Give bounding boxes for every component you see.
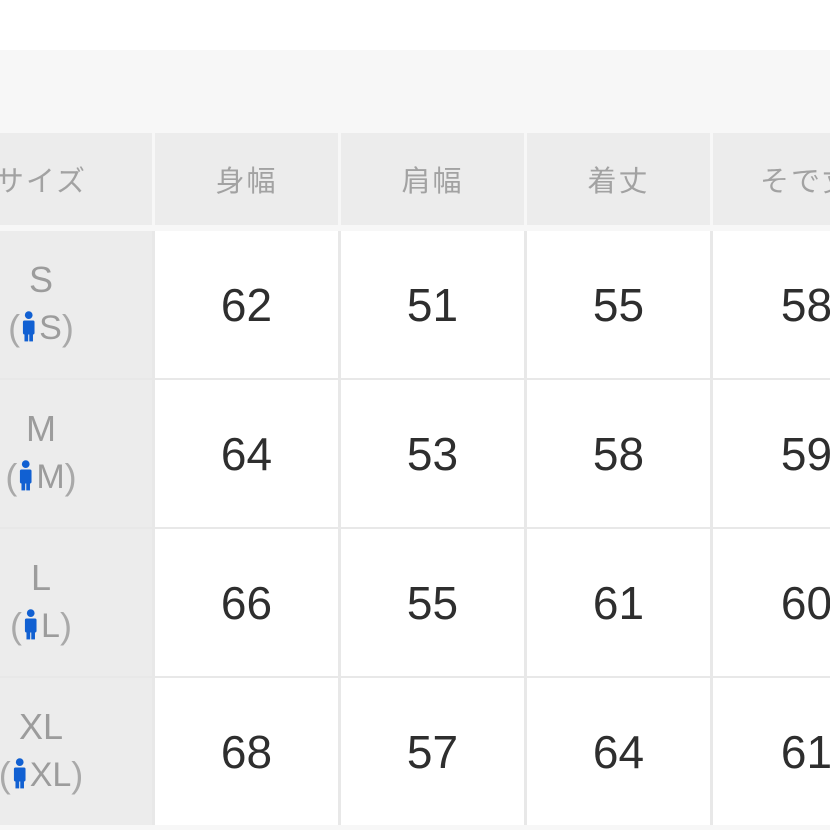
paren-open: ( [10, 604, 23, 646]
size-chart-sheet: サイズ 身幅 肩幅 着丈 そで丈 S ( [0, 50, 830, 830]
top-spacer [0, 0, 830, 50]
paren-open: ( [5, 455, 18, 497]
measurement-cell: 59 [713, 380, 830, 527]
size-sub-label: ( S ) [8, 306, 74, 350]
paren-close: ) [59, 604, 72, 646]
paren-close: ) [64, 455, 77, 497]
measurement-cell: 66 [155, 529, 338, 676]
person-icon [18, 460, 35, 493]
size-chart-scroll-area[interactable]: サイズ 身幅 肩幅 着丈 そで丈 S ( [0, 133, 830, 830]
size-chart-body: S ( S [0, 231, 830, 825]
measurement-cell: 57 [341, 678, 524, 825]
icon-size-label: XL [29, 755, 72, 794]
size-label: XL [18, 705, 64, 747]
size-label-cell-l: L ( L [0, 529, 152, 676]
size-chart-header-row: サイズ 身幅 肩幅 着丈 そで丈 [0, 133, 830, 225]
size-chart-table: サイズ 身幅 肩幅 着丈 そで丈 S ( [0, 133, 830, 825]
column-header-body-width: 身幅 [155, 133, 338, 225]
column-header-length: 着丈 [527, 133, 710, 225]
measurement-cell: 58 [527, 380, 710, 527]
size-label: S [28, 258, 53, 300]
column-header-size: サイズ [0, 133, 152, 225]
paren-open: ( [8, 306, 21, 348]
size-label: M [26, 407, 56, 449]
icon-size-label: M [36, 457, 65, 496]
measurement-cell: 61 [527, 529, 710, 676]
measurement-cell: 51 [341, 231, 524, 378]
size-label-cell-m: M ( M [0, 380, 152, 527]
icon-size-label: S [39, 308, 62, 347]
measurement-cell: 68 [155, 678, 338, 825]
measurement-cell: 64 [155, 380, 338, 527]
measurement-cell: 55 [527, 231, 710, 378]
icon-size-label: L [41, 606, 60, 645]
measurement-cell: 58 [713, 231, 830, 378]
column-header-sleeve-length: そで丈 [713, 133, 830, 225]
size-label-cell-xl: XL ( XL [0, 678, 152, 825]
paren-close: ) [71, 753, 84, 795]
size-label: L [30, 556, 52, 598]
measurement-cell: 60 [713, 529, 830, 676]
column-header-shoulder-width: 肩幅 [341, 133, 524, 225]
person-icon [21, 311, 38, 344]
measurement-cell: 62 [155, 231, 338, 378]
size-sub-label: ( M ) [5, 455, 76, 499]
measurement-cell: 64 [527, 678, 710, 825]
person-icon [12, 758, 29, 791]
person-icon [23, 609, 40, 642]
size-label-cell-s: S ( S [0, 231, 152, 378]
measurement-cell: 61 [713, 678, 830, 825]
size-sub-label: ( XL ) [0, 753, 83, 797]
measurement-cell: 55 [341, 529, 524, 676]
paren-open: ( [0, 753, 11, 797]
paren-close: ) [61, 306, 74, 348]
size-sub-label: ( L ) [10, 604, 72, 648]
measurement-cell: 53 [341, 380, 524, 527]
